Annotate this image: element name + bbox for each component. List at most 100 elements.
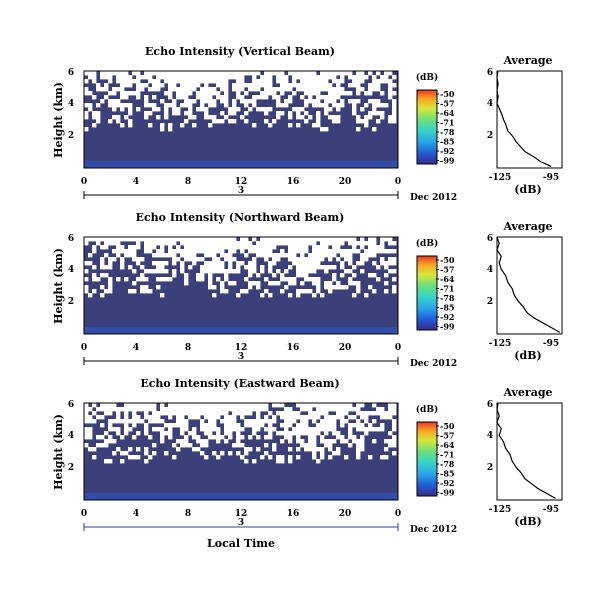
echo-gap-cell <box>104 87 109 92</box>
echo-gap-cell <box>84 277 89 282</box>
echo-gap-cell <box>184 237 189 242</box>
echo-gap-cell <box>392 423 397 428</box>
echo-gap-cell <box>376 411 381 416</box>
echo-gap-cell <box>180 71 185 76</box>
echo-gap-cell <box>296 431 301 436</box>
echo-gap-cell <box>224 403 229 408</box>
echo-gap-cell <box>232 281 237 286</box>
echo-gap-cell <box>216 237 221 242</box>
colorbar-tick-label: -85 <box>440 137 454 147</box>
echo-gap-cell <box>276 281 281 286</box>
echo-gap-cell <box>224 415 229 420</box>
echo-gap-cell <box>152 407 157 412</box>
echo-gap-cell <box>336 249 341 254</box>
echo-gap-cell <box>380 411 385 416</box>
x-tick: 12 <box>235 509 248 519</box>
echo-gap-cell <box>192 237 197 242</box>
echo-gap-cell <box>200 79 205 84</box>
x-tick: 20 <box>339 177 352 187</box>
echo-gap-cell <box>108 289 113 294</box>
echo-gap-cell <box>392 241 397 246</box>
echo-gap-cell <box>92 123 97 128</box>
echo-gap-cell <box>236 87 241 92</box>
echo-gap-cell <box>152 269 157 274</box>
echo-gap-cell <box>296 403 301 408</box>
echo-gap-cell <box>92 419 97 424</box>
echo-gap-cell <box>284 241 289 246</box>
echo-gap-cell <box>132 269 137 274</box>
colorbar-unit: (dB) <box>416 404 438 415</box>
echo-gap-cell <box>212 269 217 274</box>
echo-gap-cell <box>84 403 89 408</box>
echo-gap-cell <box>184 103 189 108</box>
echo-gap-cell <box>148 289 153 294</box>
echo-gap-cell <box>208 273 213 278</box>
echo-gap-cell <box>336 257 341 262</box>
echo-gap-cell <box>136 83 141 88</box>
x-axis-label: Local Time <box>207 537 275 550</box>
echo-gap-cell <box>388 115 393 120</box>
echo-gap-cell <box>88 107 93 112</box>
echo-gap-cell <box>128 79 133 84</box>
echo-gap-cell <box>152 245 157 250</box>
echo-gap-cell <box>296 245 301 250</box>
echo-gap-cell <box>360 443 365 448</box>
echo-gap-cell <box>328 265 333 270</box>
echo-gap-cell <box>376 249 381 254</box>
echo-gap-cell <box>112 91 117 96</box>
echo-gap-cell <box>124 423 129 428</box>
echo-gap-cell <box>304 423 309 428</box>
echo-gap-cell <box>100 87 105 92</box>
echo-gap-cell <box>160 439 165 444</box>
echo-gap-cell <box>256 83 261 88</box>
echo-gap-cell <box>220 99 225 104</box>
echo-gap-cell <box>388 269 393 274</box>
echo-gap-cell <box>116 427 121 432</box>
echo-gap-cell <box>108 285 113 290</box>
echo-gap-cell <box>104 253 109 258</box>
echo-gap-cell <box>224 95 229 100</box>
echo-gap-cell <box>140 289 145 294</box>
echo-gap-cell <box>352 99 357 104</box>
echo-gap-cell <box>256 249 261 254</box>
echo-gap-cell <box>212 261 217 266</box>
echo-gap-cell <box>264 119 269 124</box>
echo-gap-cell <box>136 71 141 76</box>
echo-gap-cell <box>192 447 197 452</box>
echo-gap-cell <box>388 83 393 88</box>
echo-gap-cell <box>356 427 361 432</box>
echo-gap-cell <box>264 443 269 448</box>
echo-gap-cell <box>236 83 241 88</box>
echo-gap-cell <box>304 427 309 432</box>
y-tick: 2 <box>68 297 74 307</box>
echo-gap-cell <box>120 95 125 100</box>
echo-gap-cell <box>324 443 329 448</box>
echo-gap-cell <box>360 107 365 112</box>
echo-gap-cell <box>120 79 125 84</box>
echo-gap-cell <box>152 107 157 112</box>
echo-gap-cell <box>276 111 281 116</box>
echo-gap-cell <box>352 265 357 270</box>
echo-gap-cell <box>208 253 213 258</box>
echo-gap-cell <box>112 427 117 432</box>
average-title: Average <box>502 220 552 233</box>
echo-gap-cell <box>132 257 137 262</box>
echo-gap-cell <box>124 115 129 120</box>
echo-gap-cell <box>384 415 389 420</box>
echo-gap-cell <box>104 75 109 80</box>
echo-gap-cell <box>112 115 117 120</box>
echo-gap-cell <box>228 111 233 116</box>
echo-gap-cell <box>272 257 277 262</box>
echo-gap-cell <box>208 103 213 108</box>
echo-gap-cell <box>324 269 329 274</box>
echo-gap-cell <box>296 455 301 460</box>
echo-gap-cell <box>264 71 269 76</box>
x-tick: 0 <box>395 509 401 519</box>
echo-gap-cell <box>372 241 377 246</box>
echo-gap-cell <box>360 447 365 452</box>
echo-gap-cell <box>144 249 149 254</box>
echo-gap-cell <box>132 411 137 416</box>
echo-gap-cell <box>292 281 297 286</box>
echo-gap-cell <box>348 269 353 274</box>
echo-gap-cell <box>160 249 165 254</box>
